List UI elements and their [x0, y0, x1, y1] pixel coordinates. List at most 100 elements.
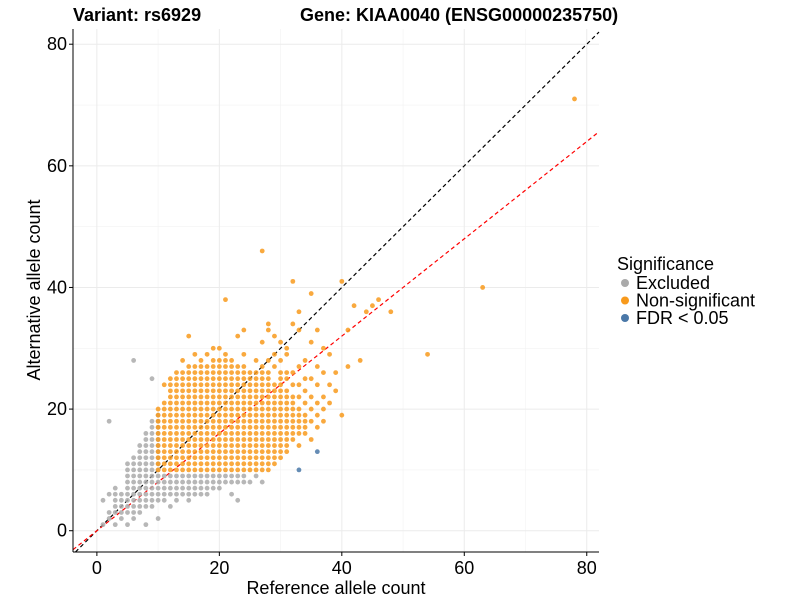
- data-point: [284, 406, 290, 412]
- data-point: [247, 400, 253, 406]
- data-point: [149, 437, 155, 442]
- data-point: [247, 437, 253, 442]
- data-point: [131, 491, 137, 497]
- data-point: [186, 400, 192, 406]
- data-point: [241, 431, 247, 436]
- data-point: [204, 351, 210, 357]
- data-point: [265, 467, 271, 473]
- data-point: [198, 406, 204, 412]
- data-point: [229, 443, 234, 448]
- data-point: [314, 327, 320, 333]
- data-point: [278, 455, 283, 461]
- data-point: [223, 364, 228, 369]
- data-point: [186, 455, 192, 461]
- data-point: [155, 461, 161, 467]
- data-point: [247, 424, 253, 430]
- data-point: [265, 424, 271, 430]
- data-point: [253, 431, 259, 436]
- data-point: [174, 388, 179, 394]
- data-point: [192, 412, 198, 418]
- data-point: [198, 424, 204, 430]
- data-point: [247, 461, 253, 467]
- data-point: [272, 400, 277, 406]
- data-point: [253, 376, 259, 382]
- data-point: [284, 431, 290, 436]
- data-point: [192, 431, 198, 436]
- data-point: [210, 345, 216, 351]
- data-point: [259, 406, 265, 412]
- data-point: [125, 473, 130, 479]
- data-point: [131, 358, 137, 363]
- data-point: [247, 394, 253, 400]
- data-point: [161, 449, 167, 455]
- data-point: [174, 479, 179, 485]
- data-point: [247, 370, 253, 375]
- data-point: [229, 412, 234, 418]
- data-point: [125, 479, 130, 485]
- data-point: [149, 443, 155, 448]
- data-point: [161, 455, 167, 461]
- data-point: [167, 412, 173, 418]
- legend-label: Non-significant: [636, 291, 755, 311]
- data-point: [161, 491, 167, 497]
- data-point: [180, 449, 186, 455]
- data-point: [223, 412, 228, 418]
- data-point: [125, 461, 130, 467]
- data-point: [235, 467, 241, 473]
- data-point: [149, 491, 155, 497]
- data-point: [278, 424, 283, 430]
- data-point: [131, 503, 137, 509]
- data-point: [284, 418, 290, 424]
- data-point: [149, 376, 155, 382]
- data-point: [229, 418, 234, 424]
- data-point: [247, 431, 253, 436]
- data-point: [143, 479, 149, 485]
- data-point: [284, 437, 290, 442]
- data-point: [265, 376, 271, 382]
- data-point: [155, 467, 161, 473]
- data-point: [167, 394, 173, 400]
- data-point: [186, 461, 192, 467]
- data-point: [186, 370, 192, 375]
- data-point: [314, 424, 320, 430]
- data-point: [149, 424, 155, 430]
- data-point: [229, 461, 234, 467]
- data-point: [174, 376, 179, 382]
- data-point: [204, 394, 210, 400]
- data-point: [149, 455, 155, 461]
- data-point: [253, 455, 259, 461]
- data-point: [223, 431, 228, 436]
- data-point: [137, 473, 143, 479]
- data-point: [149, 473, 155, 479]
- data-point: [284, 376, 290, 382]
- data-point: [247, 455, 253, 461]
- data-point: [192, 424, 198, 430]
- data-point: [229, 382, 234, 388]
- data-point: [180, 358, 186, 363]
- data-point: [259, 443, 265, 448]
- data-point: [235, 431, 241, 436]
- data-point: [167, 461, 173, 467]
- data-point: [272, 449, 277, 455]
- data-point: [259, 388, 265, 394]
- legend: Significance ExcludedNon-significantFDR …: [617, 254, 755, 328]
- data-point: [253, 406, 259, 412]
- data-point: [235, 406, 241, 412]
- data-point: [223, 473, 228, 479]
- data-point: [223, 479, 228, 485]
- data-point: [333, 370, 339, 375]
- data-point: [149, 479, 155, 485]
- data-point: [296, 431, 302, 436]
- data-point: [253, 443, 259, 448]
- data-point: [125, 497, 130, 503]
- legend-label: Excluded: [636, 273, 710, 293]
- data-point: [210, 358, 216, 363]
- data-point: [167, 400, 173, 406]
- data-point: [174, 394, 179, 400]
- y-axis-title: Alternative allele count: [24, 199, 44, 380]
- data-point: [265, 406, 271, 412]
- data-point: [229, 431, 234, 436]
- data-point: [290, 437, 296, 442]
- data-point: [308, 376, 314, 382]
- data-point: [272, 333, 277, 339]
